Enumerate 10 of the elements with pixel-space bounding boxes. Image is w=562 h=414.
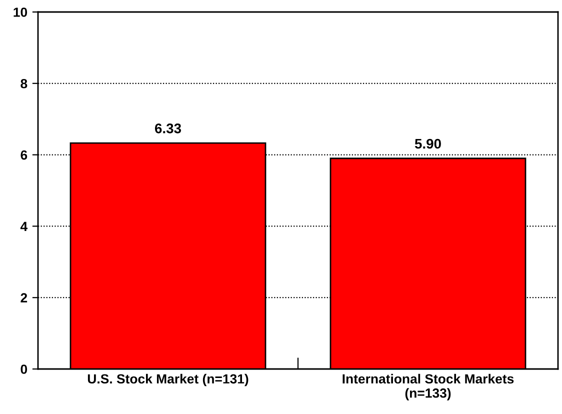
y-tick-label: 2 xyxy=(20,293,28,302)
y-tick-label: 10 xyxy=(14,8,28,17)
y-tick-label: 6 xyxy=(20,150,28,160)
y-tick-label: 0 xyxy=(20,364,28,374)
x-tick-label: U.S. Stock Market (n=131) xyxy=(88,374,248,386)
y-tick-label: 4 xyxy=(20,222,28,231)
x-tick-label: International Stock Markets (n=133) xyxy=(342,374,514,400)
y-tick-label: 8 xyxy=(20,78,28,88)
data-label: 5.90 xyxy=(414,138,441,149)
data-label: 6.33 xyxy=(154,123,182,134)
